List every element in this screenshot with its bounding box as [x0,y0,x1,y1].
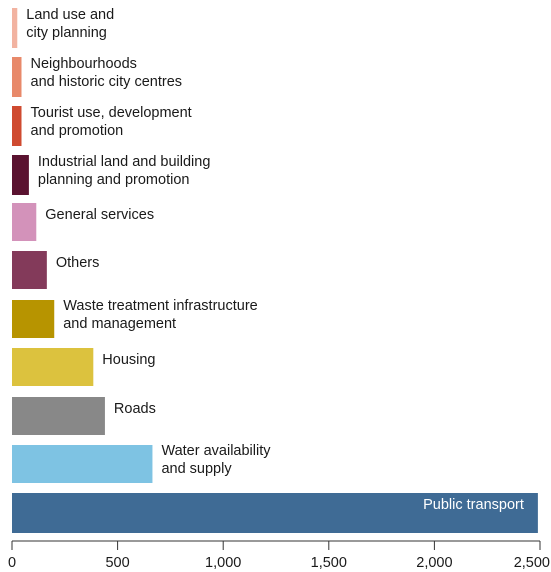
bar-label-waste-treatment-infrastructure-and-management: Waste treatment infrastructure and manage… [63,298,257,332]
bar-label-others: Others [56,255,100,271]
bar-label-line: and historic city centres [31,74,183,90]
x-tick-label: 2,500 [514,555,550,571]
bar-label-land-use-and-city-planning: Land use and city planning [26,7,114,41]
bar-industrial-land-and-building-planning-and-promotion [12,155,29,195]
x-tick-label: 500 [105,555,129,571]
bar-label-line: city planning [26,25,107,41]
bar-label-neighbourhoods-and-historic-city-centres: Neighbourhoods and historic city centres [31,56,183,90]
bar-land-use-and-city-planning [12,8,18,48]
bar-label-line: and supply [161,461,232,477]
bar-label-line: Waste treatment infrastructure [63,298,257,314]
bar-label-public-transport: Public transport [423,497,524,513]
x-tick-label: 1,000 [205,555,241,571]
bar-label-line: Others [56,255,100,271]
bar-label-line: Land use and [26,7,114,23]
bar-label-line: Roads [114,401,156,417]
bar-label-line: General services [45,207,154,223]
x-axis: 0 500 1,000 1,500 2,000 2,500 [8,540,550,571]
x-tick-label: 2,000 [416,555,452,571]
bar-housing [12,348,94,386]
bar-label-line: Neighbourhoods [31,56,137,72]
x-tick-label: 1,500 [311,555,347,571]
bar-label-line: Housing [102,352,155,368]
bar-tourist-use-development-and-promotion [12,106,22,146]
bars-layer: Land use and city planning Neighbourhoods a… [12,7,538,533]
bar-waste-treatment-infrastructure-and-management [12,300,55,338]
bar-label-tourist-use-development-and-promotion: Tourist use, development and promotion [31,105,192,139]
bar-label-general-services: General services [45,207,154,223]
x-tick-label: 0 [8,555,16,571]
bar-roads [12,397,105,435]
bar-water-availability-and-supply [12,445,153,483]
bar-label-line: planning and promotion [38,172,190,188]
bar-label-water-availability-and-supply: Water availability and supply [161,443,271,477]
bar-label-housing: Housing [102,352,155,368]
bar-others [12,251,47,289]
bar-label-line: and promotion [31,123,124,139]
bar-label-industrial-land-and-building-planning-and-promotion: Industrial land and building planning and… [38,154,211,188]
bar-label-line: Water availability [161,443,271,459]
bar-label-line: Public transport [423,497,524,513]
bar-label-line: and management [63,316,176,332]
bar-label-line: Industrial land and building [38,154,211,170]
bar-label-roads: Roads [114,401,156,417]
bar-neighbourhoods-and-historic-city-centres [12,57,22,97]
bar-public-transport [12,493,538,533]
bar-general-services [12,203,37,241]
bar-label-line: Tourist use, development [31,105,192,121]
